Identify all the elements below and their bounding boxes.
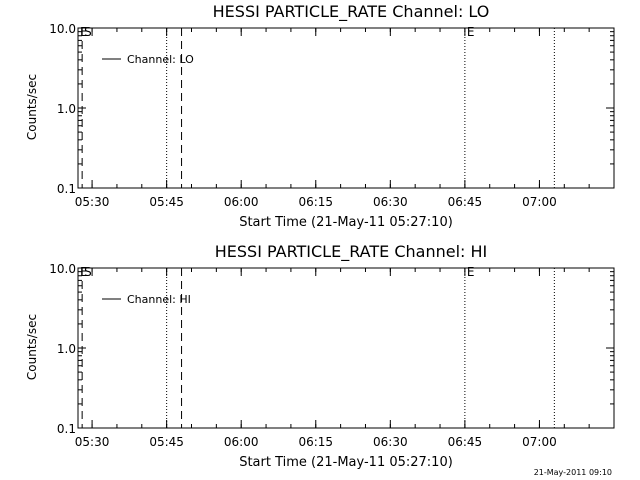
x-tick-label: 06:00 bbox=[224, 435, 259, 449]
y-tick-label: 0.1 bbox=[57, 422, 76, 436]
y-tick-label: 1.0 bbox=[57, 342, 76, 356]
chart-title: HESSI PARTICLE_RATE Channel: LO bbox=[213, 2, 490, 22]
x-tick-label: 06:15 bbox=[298, 435, 333, 449]
x-axis-label: Start Time (21-May-11 05:27:10) bbox=[239, 455, 453, 470]
x-tick-label: 05:45 bbox=[149, 195, 184, 209]
y-tick-label: 10.0 bbox=[49, 22, 76, 36]
x-tick-label: 06:45 bbox=[448, 195, 483, 209]
x-tick-label: 06:45 bbox=[448, 435, 483, 449]
x-tick-label: 05:30 bbox=[75, 195, 110, 209]
x-tick-label: 07:00 bbox=[522, 435, 557, 449]
x-tick-label: 06:30 bbox=[373, 435, 408, 449]
x-tick-label: 06:30 bbox=[373, 195, 408, 209]
x-tick-label: 05:30 bbox=[75, 435, 110, 449]
y-axis-label: Counts/sec bbox=[25, 74, 39, 140]
legend-label: Channel: HI bbox=[127, 293, 191, 306]
x-axis-label: Start Time (21-May-11 05:27:10) bbox=[239, 215, 453, 230]
vertical-marker-label: S bbox=[84, 265, 92, 279]
legend-label: Channel: LO bbox=[127, 53, 194, 66]
x-tick-label: 06:00 bbox=[224, 195, 259, 209]
chart-title: HESSI PARTICLE_RATE Channel: HI bbox=[215, 242, 488, 262]
vertical-marker-label: E bbox=[467, 25, 475, 39]
x-tick-label: 06:15 bbox=[298, 195, 333, 209]
y-tick-label: 0.1 bbox=[57, 182, 76, 196]
x-tick-label: 07:00 bbox=[522, 195, 557, 209]
y-tick-label: 10.0 bbox=[49, 262, 76, 276]
timestamp-stamp: 21-May-2011 09:10 bbox=[534, 468, 612, 477]
vertical-marker-label: S bbox=[84, 25, 92, 39]
plot-panel-hi: HESSI PARTICLE_RATE Channel: HI Start Ti… bbox=[25, 242, 615, 470]
y-axis-label: Counts/sec bbox=[25, 314, 39, 380]
x-tick-label: 05:45 bbox=[149, 435, 184, 449]
edge-label: E bbox=[80, 25, 88, 39]
edge-label: E bbox=[80, 265, 88, 279]
y-tick-label: 1.0 bbox=[57, 102, 76, 116]
vertical-marker-label: E bbox=[467, 265, 475, 279]
plot-panel-lo: HESSI PARTICLE_RATE Channel: LO Start Ti… bbox=[25, 2, 615, 230]
